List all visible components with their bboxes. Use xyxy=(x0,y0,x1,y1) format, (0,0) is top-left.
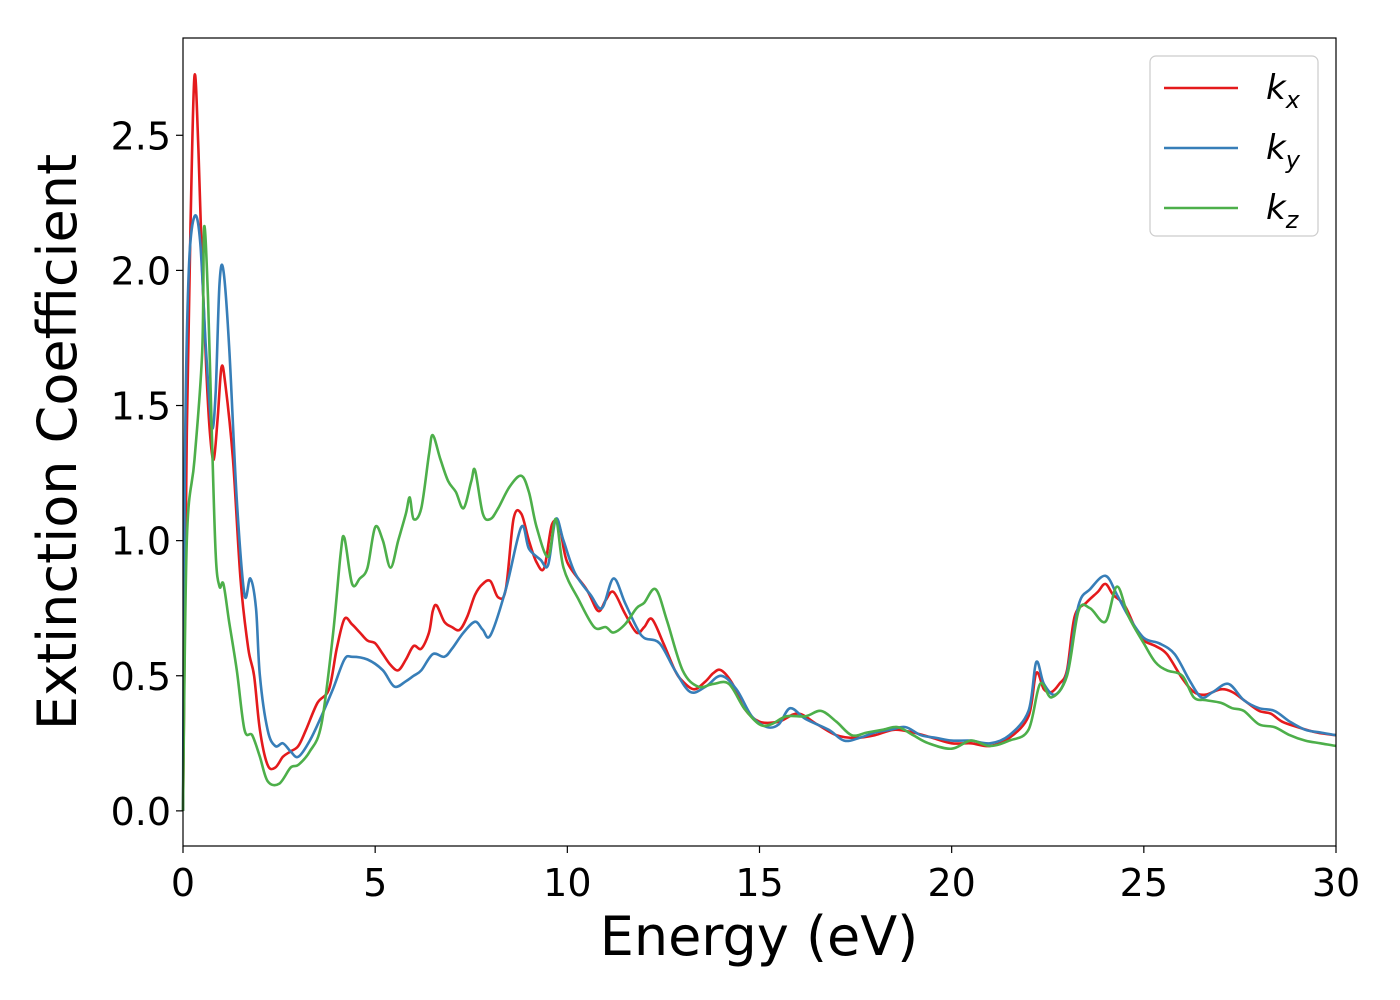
legend-label-ky: ky xyxy=(1266,128,1301,174)
y-tick-label: 0.0 xyxy=(111,790,171,834)
x-tick-label: 15 xyxy=(735,861,783,905)
series-layer xyxy=(181,72,1337,811)
x-tick-label: 30 xyxy=(1312,861,1360,905)
x-tick-label: 5 xyxy=(363,861,387,905)
y-tick-label: 1.0 xyxy=(111,520,171,564)
series-line-kx xyxy=(181,72,1337,811)
y-tick-label: 2.5 xyxy=(111,114,171,158)
legend-label-subscript: z xyxy=(1285,206,1300,234)
legend-label-kx: kx xyxy=(1266,68,1301,114)
x-tick-label: 20 xyxy=(927,861,975,905)
legend-label-subscript: y xyxy=(1285,146,1301,174)
legend-frame xyxy=(1149,55,1319,237)
y-tick-label: 0.5 xyxy=(111,655,171,699)
x-axis-title: Energy (eV) xyxy=(600,905,919,968)
y-axis-title: Extinction Coefficient xyxy=(26,154,89,730)
series-line-kz xyxy=(181,224,1337,811)
x-tick-label: 25 xyxy=(1120,861,1168,905)
y-axis: 0.0 0.5 1.0 1.5 2.0 2.5 xyxy=(111,114,183,834)
legend-label-base: k xyxy=(1266,128,1287,168)
series-line-ky xyxy=(181,214,1337,811)
y-tick-label: 2.0 xyxy=(111,249,171,293)
legend-label-base: k xyxy=(1266,68,1287,108)
x-axis: 0 5 10 15 20 25 30 xyxy=(171,846,1360,905)
x-tick-label: 10 xyxy=(543,861,591,905)
y-tick-label: 1.5 xyxy=(111,385,171,429)
legend-label-subscript: x xyxy=(1285,86,1301,114)
legend-label-base: k xyxy=(1266,188,1287,228)
x-tick-label: 0 xyxy=(171,861,195,905)
legend-label-kz: kz xyxy=(1266,188,1300,234)
plot-background xyxy=(183,38,1336,846)
